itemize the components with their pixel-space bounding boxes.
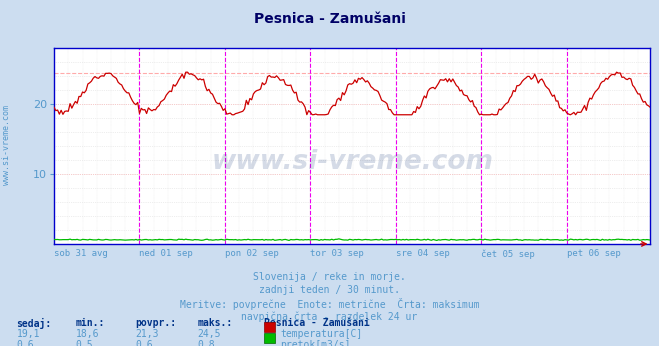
Text: maks.:: maks.: [198, 318, 233, 328]
Text: pet 06 sep: pet 06 sep [567, 249, 621, 258]
Text: 0,5: 0,5 [76, 340, 94, 346]
Text: 19,1: 19,1 [16, 329, 40, 339]
Text: temperatura[C]: temperatura[C] [280, 329, 362, 339]
Text: čet 05 sep: čet 05 sep [481, 249, 535, 258]
Text: Pesnica - Zamušani: Pesnica - Zamušani [254, 12, 405, 26]
Text: sedaj:: sedaj: [16, 318, 51, 329]
Text: Pesnica - Zamušani: Pesnica - Zamušani [264, 318, 369, 328]
Text: sob 31 avg: sob 31 avg [54, 249, 108, 258]
Text: 0,6: 0,6 [135, 340, 153, 346]
Text: 18,6: 18,6 [76, 329, 100, 339]
Text: pon 02 sep: pon 02 sep [225, 249, 279, 258]
Text: zadnji teden / 30 minut.: zadnji teden / 30 minut. [259, 285, 400, 295]
Text: 24,5: 24,5 [198, 329, 221, 339]
Text: min.:: min.: [76, 318, 105, 328]
Text: ned 01 sep: ned 01 sep [140, 249, 193, 258]
Text: 21,3: 21,3 [135, 329, 159, 339]
Text: Meritve: povprečne  Enote: metrične  Črta: maksimum: Meritve: povprečne Enote: metrične Črta:… [180, 298, 479, 310]
Text: sre 04 sep: sre 04 sep [396, 249, 449, 258]
Text: www.si-vreme.com: www.si-vreme.com [212, 149, 493, 175]
Text: Slovenija / reke in morje.: Slovenija / reke in morje. [253, 272, 406, 282]
Text: www.si-vreme.com: www.si-vreme.com [2, 105, 11, 185]
Text: povpr.:: povpr.: [135, 318, 176, 328]
Text: tor 03 sep: tor 03 sep [310, 249, 364, 258]
Text: 0,6: 0,6 [16, 340, 34, 346]
Text: pretok[m3/s]: pretok[m3/s] [280, 340, 351, 346]
Text: navpična črta - razdelek 24 ur: navpična črta - razdelek 24 ur [241, 311, 418, 321]
Text: 0,8: 0,8 [198, 340, 215, 346]
